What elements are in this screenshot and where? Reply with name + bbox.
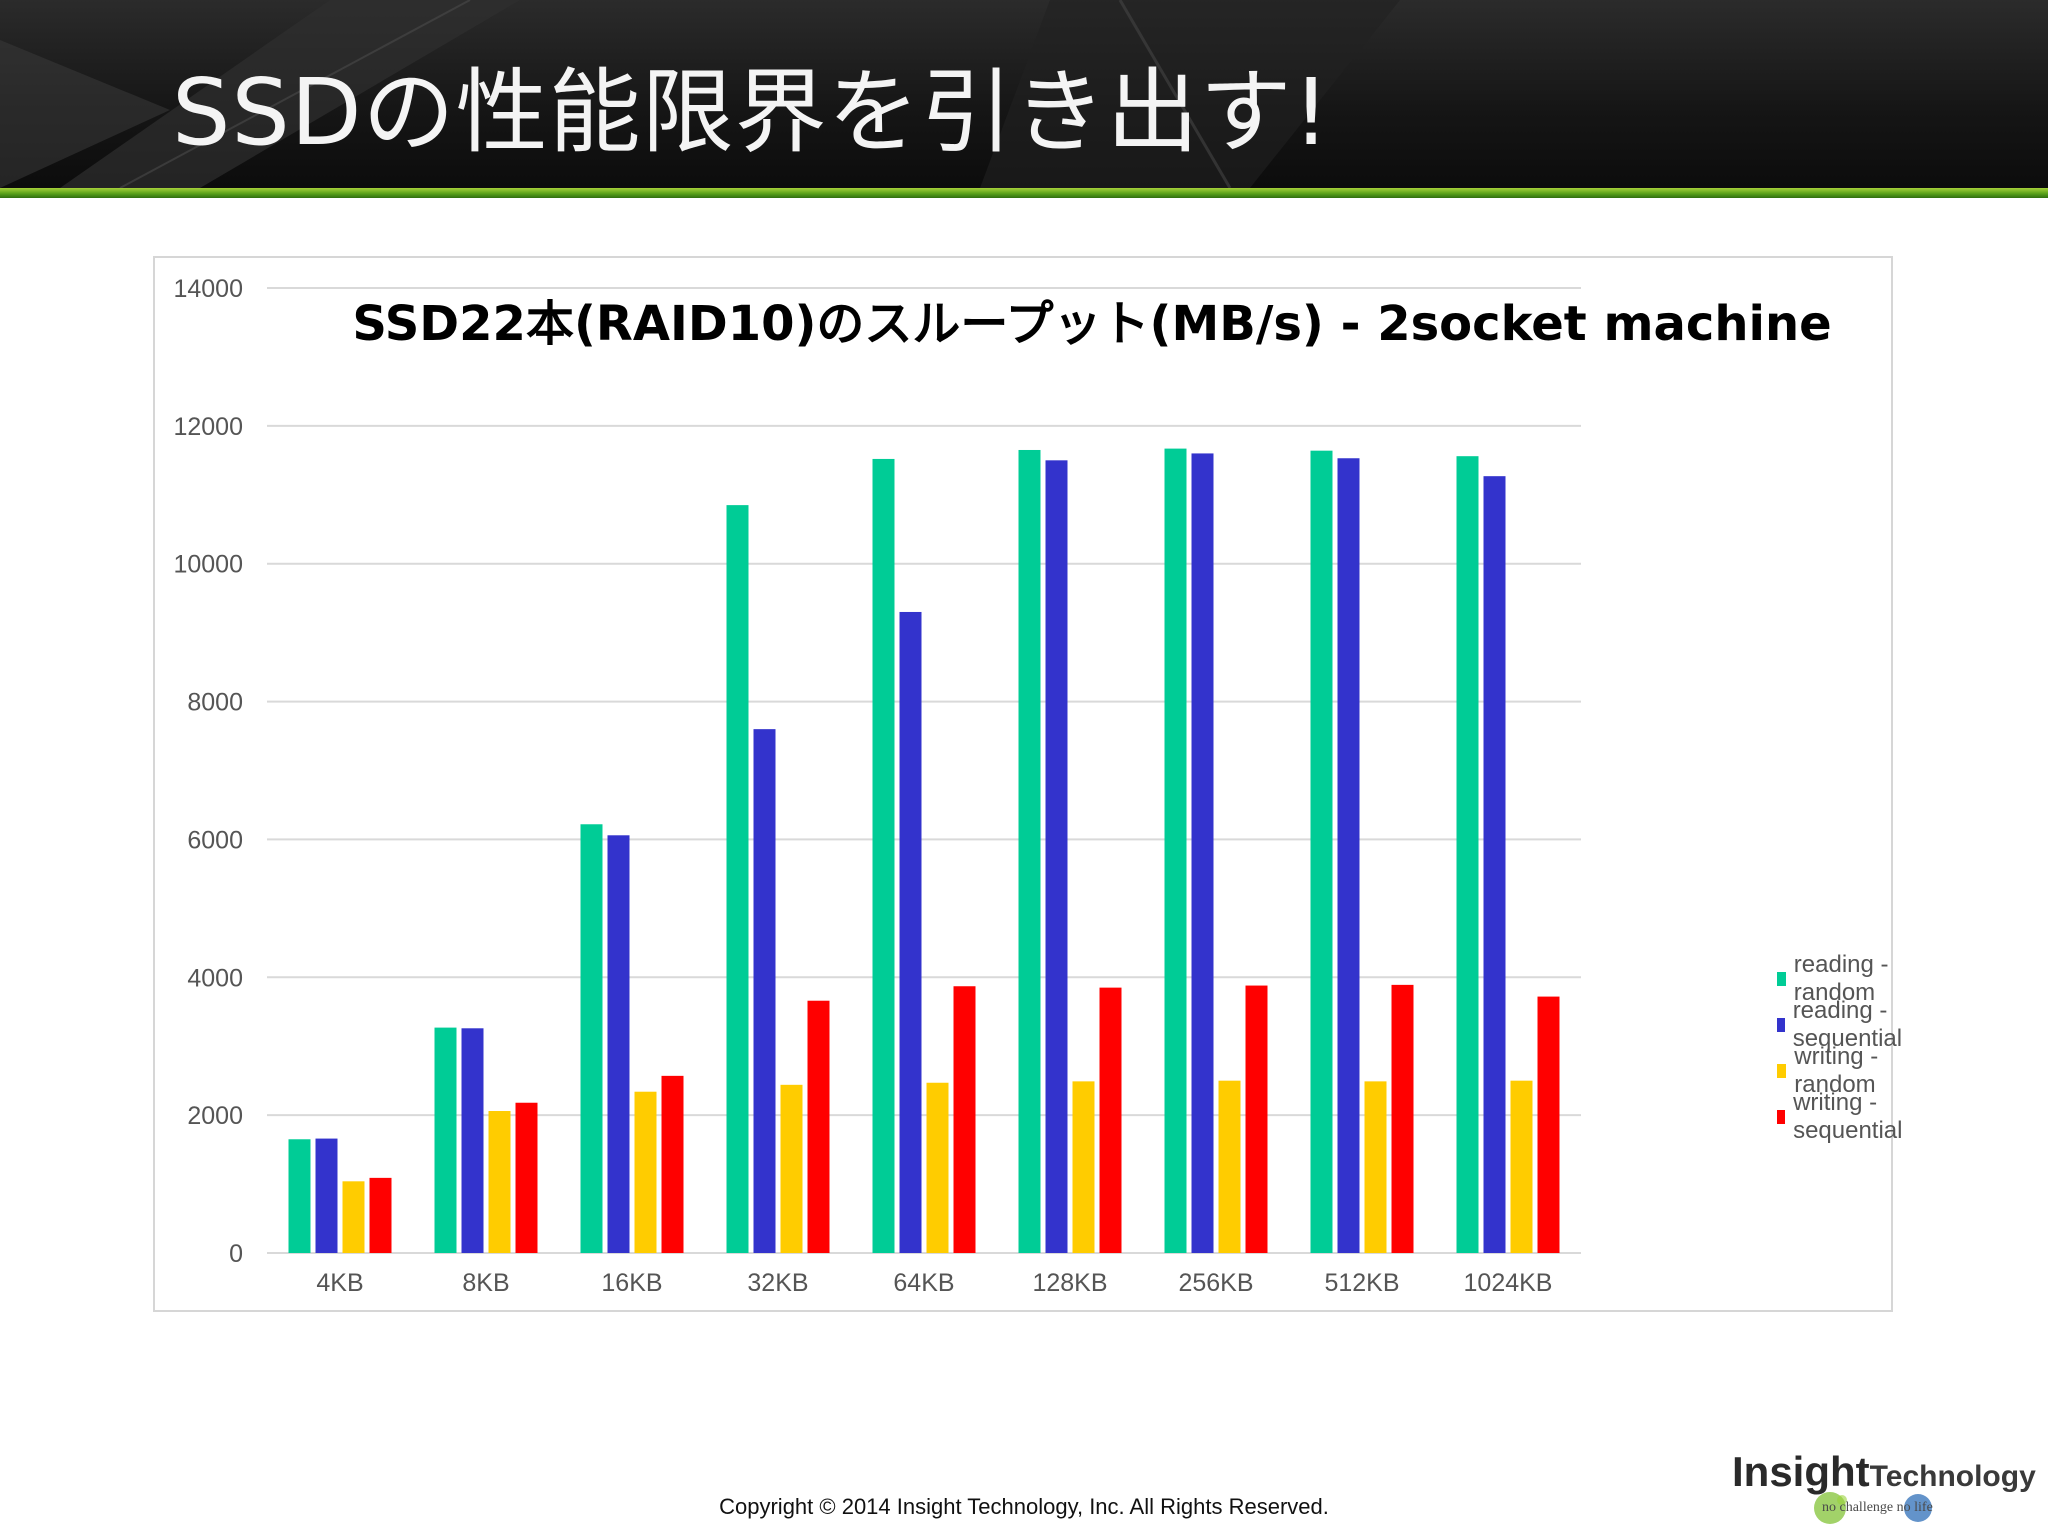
bar-reading-random [434, 1027, 457, 1253]
bar-writing-sequential [807, 1000, 830, 1253]
x-tick-label: 16KB [601, 1269, 662, 1297]
bar-reading-random [1018, 449, 1041, 1253]
legend-label: writing - sequential [1793, 1089, 1903, 1144]
legend-item: writing - random [1777, 1043, 1908, 1098]
x-tick-label: 4KB [316, 1269, 363, 1297]
bar-writing-sequential [1391, 984, 1414, 1253]
y-tick-label: 14000 [173, 275, 243, 303]
bar-writing-random [488, 1111, 511, 1253]
bar-reading-sequential [1045, 460, 1068, 1253]
bar-reading-sequential [461, 1028, 484, 1253]
x-tick-label: 256KB [1178, 1269, 1253, 1297]
bar-writing-random [1218, 1080, 1241, 1253]
bar-writing-random [634, 1091, 657, 1253]
x-tick-label: 32KB [747, 1269, 808, 1297]
x-tick-label: 64KB [893, 1269, 954, 1297]
bar-writing-sequential [369, 1177, 392, 1253]
bar-reading-sequential [899, 611, 922, 1253]
bar-reading-random [288, 1139, 311, 1253]
slide-title: SSDの性能限界を引き出す! [172, 59, 1331, 166]
bar-writing-sequential [661, 1075, 684, 1253]
bar-writing-sequential [515, 1102, 538, 1253]
y-tick-label: 0 [229, 1240, 243, 1268]
bar-reading-sequential [1483, 476, 1506, 1253]
x-tick-label: 128KB [1032, 1269, 1107, 1297]
bar-chart: 0 2000 4000 6000 8000 10000 12000 14000 4KB 8KB 16… [173, 275, 1581, 1297]
chart-title: SSD22本(RAID10)のスループット(MB/s) - 2socket ma… [352, 296, 1832, 352]
bar-writing-sequential [1099, 987, 1122, 1253]
bar-reading-sequential [1337, 458, 1360, 1254]
y-tick-label: 10000 [173, 551, 243, 579]
y-tick-label: 4000 [187, 964, 243, 992]
bar-writing-sequential [1245, 985, 1268, 1253]
legend-item: reading - sequential [1777, 997, 1908, 1052]
chart-frame: 0 2000 4000 6000 8000 10000 12000 14000 4KB 8KB 16… [153, 256, 1902, 1312]
bar-reading-random [1164, 448, 1187, 1253]
x-tick-label: 8KB [462, 1269, 509, 1297]
chart-legend: reading - random reading - sequential writ… [1777, 951, 1908, 1144]
logo-wordmark: InsightTechnology [1732, 1448, 2036, 1496]
header-green-rule [0, 188, 2048, 198]
legend-swatch [1777, 1018, 1785, 1032]
legend-swatch [1777, 972, 1786, 986]
bar-writing-random [1510, 1080, 1533, 1253]
logo-name-main: Insight [1732, 1448, 1870, 1495]
logo-splash-mark [1814, 1492, 1932, 1524]
y-tick-label: 12000 [173, 413, 243, 441]
legend-item: writing - sequential [1777, 1089, 1908, 1144]
bar-reading-random [1310, 450, 1333, 1253]
logo-tagline: no challenge no life [1822, 1500, 1933, 1515]
bar-reading-sequential [315, 1138, 338, 1253]
legend-label: reading - random [1793, 951, 1889, 1006]
y-tick-label: 2000 [187, 1102, 243, 1130]
bar-writing-random [1364, 1081, 1387, 1253]
bar-reading-sequential [753, 729, 776, 1253]
bar-reading-random [726, 505, 749, 1253]
legend-item: reading - random [1777, 951, 1908, 1006]
header-decoration [0, 0, 1400, 188]
company-logo: InsightTechnology no challenge no life [1732, 1448, 2036, 1528]
slide-header: SSDの性能限界を引き出す! [0, 0, 2048, 188]
legend-label: reading - sequential [1792, 997, 1903, 1052]
bar-writing-random [926, 1082, 949, 1253]
y-tick-label: 6000 [187, 826, 243, 854]
bar-writing-sequential [1537, 996, 1560, 1253]
legend-swatch [1777, 1064, 1787, 1078]
logo-name-sub: Technology [1869, 1460, 2036, 1493]
x-tick-label: 1024KB [1464, 1269, 1553, 1297]
copyright-text: Copyright © 2014 Insight Technology, Inc… [719, 1494, 1329, 1519]
bar-reading-random [580, 824, 603, 1253]
bar-writing-random [780, 1084, 803, 1253]
bar-reading-sequential [607, 835, 630, 1253]
y-tick-label: 8000 [187, 689, 243, 717]
x-tick-label: 512KB [1324, 1269, 1399, 1297]
bar-reading-random [872, 458, 895, 1253]
bar-writing-sequential [953, 986, 976, 1253]
bar-writing-random [342, 1181, 365, 1253]
bar-writing-random [1072, 1081, 1095, 1253]
bar-reading-random [1456, 456, 1479, 1253]
legend-label: writing - random [1794, 1043, 1879, 1098]
legend-swatch [1777, 1110, 1786, 1124]
bar-reading-sequential [1191, 453, 1214, 1253]
